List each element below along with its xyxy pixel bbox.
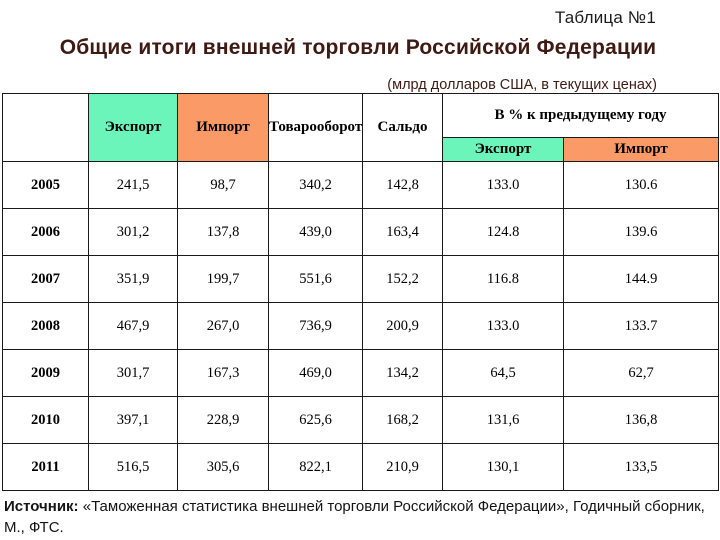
table-row: 2005 241,5 98,7 340,2 142,8 133.0 130.6 [2, 161, 719, 209]
year-cell: 2009 [2, 349, 89, 397]
turnover-cell: 551,6 [268, 255, 363, 303]
pct-import-cell: 133,5 [563, 443, 719, 491]
year-cell: 2010 [2, 396, 89, 444]
year-cell: 2011 [2, 443, 89, 491]
import-cell: 228,9 [177, 396, 269, 444]
import-cell: 267,0 [177, 302, 269, 350]
balance-cell: 142,8 [362, 161, 443, 209]
export-cell: 351,9 [88, 255, 178, 303]
pct-export-cell: 130,1 [442, 443, 564, 491]
balance-cell: 168,2 [362, 396, 443, 444]
pct-import-cell: 139.6 [563, 208, 719, 256]
pct-export-cell: 124.8 [442, 208, 564, 256]
export-cell: 467,9 [88, 302, 178, 350]
header-balance: Сальдо [362, 93, 443, 162]
trade-table: Экспорт Импорт Товарооборот Сальдо В % к… [2, 93, 719, 491]
table-row: 2011 516,5 305,6 822,1 210,9 130,1 133,5 [2, 443, 719, 491]
import-cell: 305,6 [177, 443, 269, 491]
source-note: Источник: «Таможенная статистика внешней… [4, 496, 710, 538]
table-label: Таблица №1 [554, 8, 656, 27]
pct-import-cell: 144.9 [563, 255, 719, 303]
export-cell: 241,5 [88, 161, 178, 209]
export-cell: 397,1 [88, 396, 178, 444]
year-cell: 2008 [2, 302, 89, 350]
balance-cell: 200,9 [362, 302, 443, 350]
import-cell: 137,8 [177, 208, 269, 256]
pct-import-cell: 130.6 [563, 161, 719, 209]
turnover-cell: 469,0 [268, 349, 363, 397]
turnover-cell: 340,2 [268, 161, 363, 209]
turnover-cell: 625,6 [268, 396, 363, 444]
page-title: Общие итоги внешней торговли Российской … [59, 36, 657, 59]
header-pct-import: Импорт [563, 137, 719, 162]
import-cell: 199,7 [177, 255, 269, 303]
source-text: «Таможенная статистика внешней торговли … [4, 498, 705, 536]
header-export: Экспорт [88, 93, 178, 162]
turnover-cell: 822,1 [268, 443, 363, 491]
year-cell: 2007 [2, 255, 89, 303]
export-cell: 301,2 [88, 208, 178, 256]
pct-import-cell: 136,8 [563, 396, 719, 444]
balance-cell: 134,2 [362, 349, 443, 397]
table-row: 2006 301,2 137,8 439,0 163,4 124.8 139.6 [2, 208, 719, 256]
pct-export-cell: 116.8 [442, 255, 564, 303]
pct-export-cell: 64,5 [442, 349, 564, 397]
source-label: Источник: [4, 498, 79, 515]
table-row: 2008 467,9 267,0 736,9 200,9 133.0 133.7 [2, 302, 719, 350]
pct-import-cell: 62,7 [563, 349, 719, 397]
import-cell: 98,7 [177, 161, 269, 209]
turnover-cell: 736,9 [268, 302, 363, 350]
export-cell: 301,7 [88, 349, 178, 397]
export-cell: 516,5 [88, 443, 178, 491]
balance-cell: 152,2 [362, 255, 443, 303]
table-row: 2009 301,7 167,3 469,0 134,2 64,5 62,7 [2, 349, 719, 397]
turnover-cell: 439,0 [268, 208, 363, 256]
pct-import-cell: 133.7 [563, 302, 719, 350]
header-year-empty [2, 93, 89, 162]
pct-export-cell: 133.0 [442, 302, 564, 350]
header-pct-export: Экспорт [442, 137, 564, 162]
header-row-sub: Экспорт Импорт [3, 137, 719, 162]
pct-export-cell: 133.0 [442, 161, 564, 209]
year-cell: 2006 [2, 208, 89, 256]
import-cell: 167,3 [177, 349, 269, 397]
balance-cell: 210,9 [362, 443, 443, 491]
table-row: 2010 397,1 228,9 625,6 168,2 131,6 136,8 [2, 396, 719, 444]
header-pct-group: В % к предыдущему году [442, 93, 719, 138]
header-turnover: Товарооборот [268, 93, 363, 162]
year-cell: 2005 [2, 161, 89, 209]
units-subtitle: (млрд долларов США, в текущих ценах) [387, 77, 657, 93]
pct-export-cell: 131,6 [442, 396, 564, 444]
header-import: Импорт [177, 93, 269, 162]
table-row: 2007 351,9 199,7 551,6 152,2 116.8 144.9 [2, 255, 719, 303]
header-row-main: Экспорт Импорт Товарооборот Сальдо В % к… [2, 93, 719, 162]
balance-cell: 163,4 [362, 208, 443, 256]
